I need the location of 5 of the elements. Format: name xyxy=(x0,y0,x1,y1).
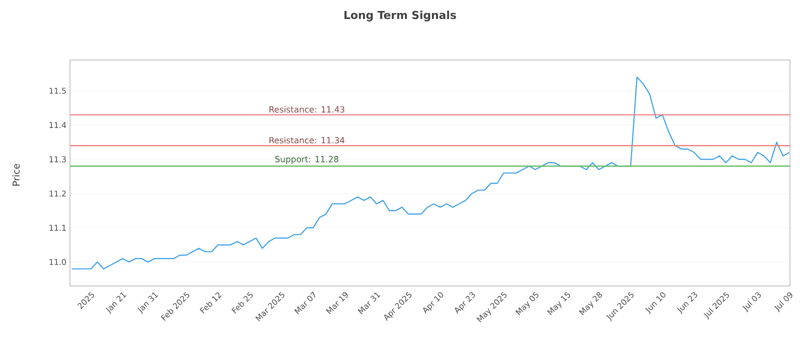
chart-title: Long Term Signals xyxy=(344,10,456,22)
ref-line-label: Resistance: 11.43 xyxy=(270,106,344,113)
ref-line-label: Support: 11.28 xyxy=(275,156,338,164)
ref-line-label: Resistance: 11.34 xyxy=(270,136,344,144)
y-axis-title: Price xyxy=(12,164,20,186)
